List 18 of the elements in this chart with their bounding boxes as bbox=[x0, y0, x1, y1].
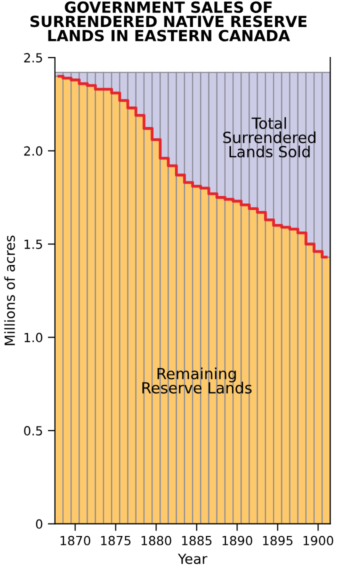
y-tick-label: 0 bbox=[36, 519, 42, 529]
y-tick-label: 1.5 bbox=[24, 240, 42, 249]
x-tick-label: 1885 bbox=[182, 536, 212, 546]
chart-title: GOVERNMENT SALES OF SURRENDERED NATIVE RESERVE LANDS IN EASTERN CANADA bbox=[30, 1, 307, 42]
x-axis-title: Year bbox=[178, 554, 208, 564]
x-tick-label: 1880 bbox=[142, 536, 172, 546]
x-tick-label: 1895 bbox=[263, 536, 292, 546]
y-tick-label: 2.5 bbox=[24, 53, 42, 62]
x-tick-label: 1900 bbox=[304, 536, 334, 546]
x-tick-label: 1875 bbox=[101, 536, 130, 546]
x-tick-label: 1890 bbox=[222, 536, 252, 546]
y-axis-title: Millions of acres bbox=[4, 236, 15, 346]
y-tick-label: 2.0 bbox=[24, 146, 42, 156]
series-label: Remaining Reserve Lands bbox=[142, 368, 252, 394]
series-label: Total Surrendered Lands Sold bbox=[223, 117, 316, 158]
y-tick-label: 1.0 bbox=[24, 332, 42, 342]
y-tick-label: 0.5 bbox=[24, 426, 42, 436]
x-tick-label: 1870 bbox=[60, 536, 90, 546]
